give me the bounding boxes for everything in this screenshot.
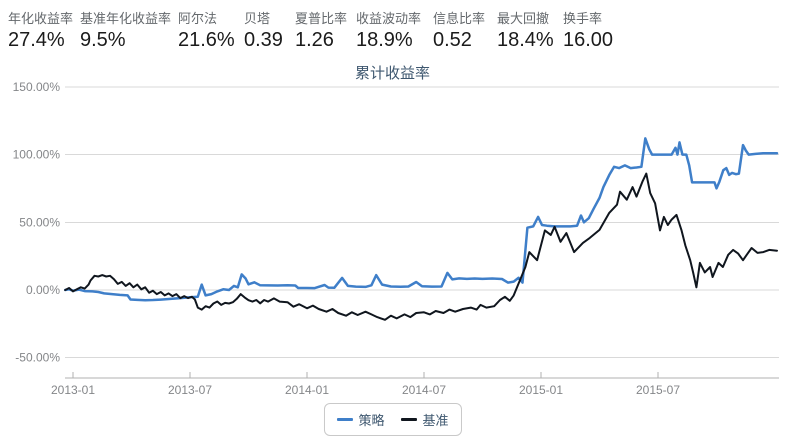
stat-value: 0.39 <box>244 29 283 51</box>
stat-label: 信息比率 <box>433 11 486 26</box>
legend-label-strategy: 策略 <box>358 413 385 428</box>
stat-label: 年化收益率 <box>8 11 74 26</box>
stat-benchmark-annualized-return: 基准年化收益率 9.5% <box>80 11 171 51</box>
stat-information-ratio: 信息比率 0.52 <box>433 11 485 51</box>
legend-label-benchmark: 基准 <box>422 413 449 428</box>
chart-title: 累计收益率 <box>354 65 430 82</box>
chart-legend: 策略 基准 <box>323 403 462 436</box>
y-axis-label: -50.00% <box>15 351 60 365</box>
stat-value: 0.52 <box>433 29 472 51</box>
benchmark-line <box>64 172 778 321</box>
stat-value: 1.26 <box>295 29 334 51</box>
y-axis-label: 100.00% <box>13 148 61 162</box>
stat-label: 换手率 <box>563 11 603 26</box>
benchmark-line-marker <box>400 418 417 421</box>
stat-return-volatility: 收益波动率 18.9% <box>356 11 421 51</box>
stat-value: 18.9% <box>356 29 413 51</box>
strategy-line <box>63 137 779 302</box>
stat-label: 夏普比率 <box>295 11 348 26</box>
cumulative-return-chart: 150.00% 100.00% 50.00% 0.00% -50.00% 2013-01 2… <box>13 80 779 397</box>
x-axis-label: 2015-01 <box>519 383 563 397</box>
y-axis-label: 50.00% <box>19 215 60 229</box>
stat-sharpe-ratio: 夏普比率 1.26 <box>295 11 347 51</box>
x-axis-label: 2013-07 <box>168 383 212 397</box>
stat-value: 9.5% <box>80 29 126 51</box>
legend-item-benchmark[interactable]: 基准 <box>400 410 449 429</box>
stat-value: 21.6% <box>178 29 235 51</box>
stats-bar: 年化收益率 27.4% 基准年化收益率 9.5% 阿尔法 21.6% 贝塔 0.39 夏普比率 1… <box>0 0 785 56</box>
stat-label: 最大回撤 <box>497 11 550 26</box>
stat-label: 贝塔 <box>244 11 271 26</box>
stat-turnover-rate: 换手率 16.00 <box>563 11 613 51</box>
legend-item-strategy[interactable]: 策略 <box>336 410 385 429</box>
x-axis-label: 2014-01 <box>285 383 329 397</box>
stat-alpha: 阿尔法 21.6% <box>178 11 235 51</box>
stat-label: 基准年化收益率 <box>80 11 172 26</box>
stat-label: 收益波动率 <box>356 11 422 26</box>
x-axis-label: 2015-07 <box>636 383 680 397</box>
y-axis-label: 0.00% <box>26 283 60 297</box>
stat-value: 16.00 <box>563 29 614 51</box>
y-axis-label: 150.00% <box>13 80 61 94</box>
x-axis-label: 2014-07 <box>402 383 446 397</box>
stat-value: 27.4% <box>8 29 65 51</box>
x-axis-label: 2013-01 <box>51 383 95 397</box>
stat-annualized-return: 年化收益率 27.4% <box>8 11 73 51</box>
stat-beta: 贝塔 0.39 <box>244 11 283 51</box>
stat-value: 18.4% <box>497 29 554 51</box>
stat-max-drawdown: 最大回撤 18.4% <box>497 11 554 51</box>
stat-label: 阿尔法 <box>178 11 218 26</box>
strategy-line-marker <box>336 418 353 421</box>
